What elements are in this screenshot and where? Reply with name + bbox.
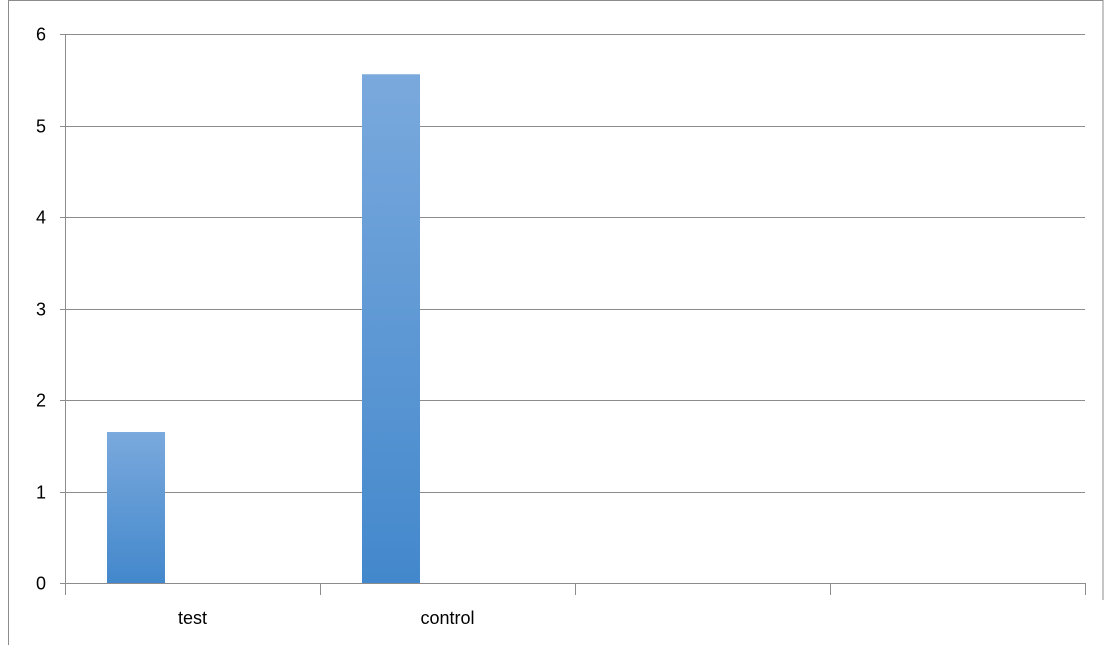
x-tick-label: test bbox=[178, 608, 207, 628]
y-tick-label: 6 bbox=[36, 25, 46, 45]
y-tick-label: 2 bbox=[36, 391, 46, 411]
bar-control bbox=[362, 74, 420, 583]
gridlines bbox=[65, 34, 1085, 493]
y-tick-label: 4 bbox=[36, 208, 46, 228]
y-tick-label: 0 bbox=[36, 574, 46, 594]
y-tick-label: 3 bbox=[36, 300, 46, 320]
x-tick-labels: test control bbox=[65, 583, 1086, 628]
y-tick-label: 5 bbox=[36, 117, 46, 137]
bars bbox=[107, 74, 420, 583]
x-tick-label: control bbox=[420, 608, 474, 628]
bar-test bbox=[107, 432, 165, 583]
axes bbox=[65, 34, 1085, 584]
chart-frame-border bbox=[8, 0, 1104, 645]
y-tick-label: 1 bbox=[36, 483, 46, 503]
y-tick-labels: 0 1 2 3 4 5 6 bbox=[36, 25, 65, 594]
